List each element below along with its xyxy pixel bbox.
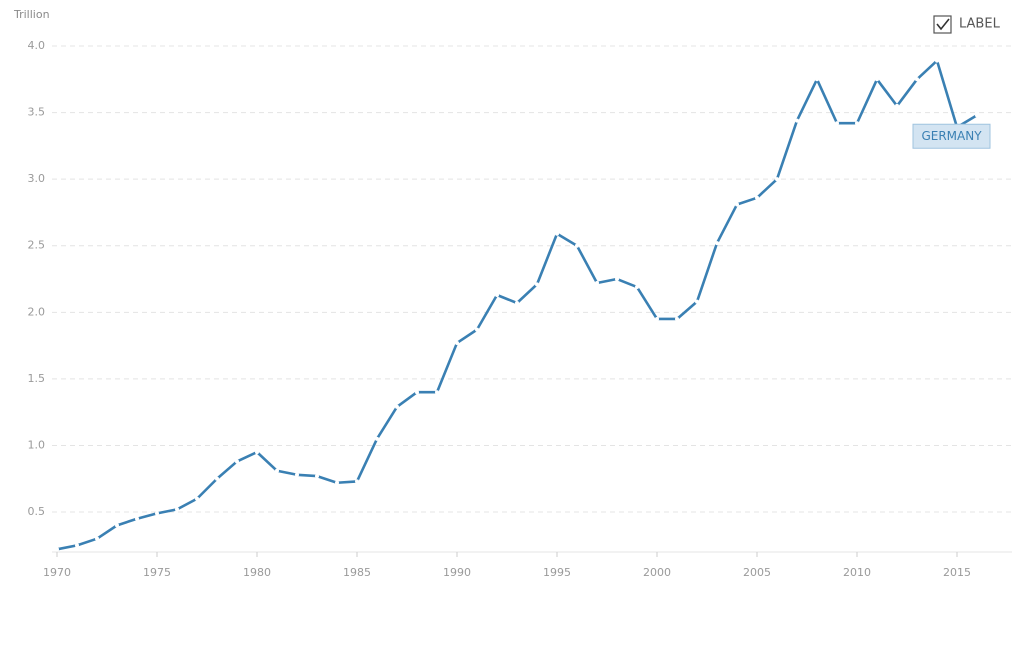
x-tick-label: 1980: [243, 566, 271, 579]
data-point: [115, 523, 119, 528]
data-point: [595, 281, 599, 286]
data-point: [375, 436, 379, 441]
data-point: [795, 118, 799, 123]
y-tick-label: 3.5: [28, 106, 46, 119]
data-point: [355, 479, 359, 484]
x-tick-label: 1970: [43, 566, 71, 579]
data-point: [395, 404, 399, 409]
x-tick-label: 2015: [943, 566, 971, 579]
data-point: [875, 77, 879, 82]
data-point: [535, 282, 539, 287]
series-label: GERMANY: [921, 129, 982, 143]
check-mark: [936, 18, 950, 31]
x-tick-label: 2000: [643, 566, 671, 579]
data-point: [815, 77, 819, 82]
data-point: [255, 450, 259, 455]
data-point: [195, 496, 199, 501]
data-point: [715, 241, 719, 246]
data-point: [895, 103, 899, 108]
y-tick-label: 2.5: [28, 239, 46, 252]
y-unit: Trillion: [13, 8, 50, 21]
y-tick-label: 0.5: [28, 505, 46, 518]
y-tick-label: 2.0: [28, 305, 46, 318]
y-tick-label: 1.5: [28, 372, 46, 385]
data-point: [335, 480, 339, 485]
data-point: [615, 277, 619, 282]
data-point: [435, 390, 439, 395]
data-point: [735, 202, 739, 207]
data-point: [775, 177, 779, 182]
toggle-label[interactable]: LABEL: [959, 17, 1001, 32]
data-point: [655, 316, 659, 321]
data-point: [135, 516, 139, 521]
data-point: [935, 58, 939, 63]
data-point: [275, 468, 279, 473]
label-toggle[interactable]: LABEL: [933, 15, 1001, 34]
data-point: [415, 390, 419, 395]
x-tick-label: 1985: [343, 566, 371, 579]
x-tick-label: 1995: [543, 566, 571, 579]
data-point: [495, 293, 499, 298]
data-point: [455, 340, 459, 345]
x-tick-label: 1990: [443, 566, 471, 579]
data-point: [635, 285, 639, 290]
y-tick-label: 3.0: [28, 172, 46, 185]
data-point: [95, 536, 99, 541]
data-point: [575, 243, 579, 248]
data-point: [515, 300, 519, 305]
series-label-box: [912, 123, 991, 149]
data-point: [475, 327, 479, 332]
checkbox[interactable]: [933, 15, 952, 34]
data-point: [675, 316, 679, 321]
data-point: [555, 231, 559, 236]
x-tick-label: 2010: [843, 566, 871, 579]
x-tick-label: 1975: [143, 566, 171, 579]
data-point: [915, 77, 919, 82]
data-point: [695, 299, 699, 304]
x-tick-label: 2005: [743, 566, 771, 579]
y-tick-label: 4.0: [28, 39, 46, 52]
data-point: [155, 511, 159, 516]
data-point: [855, 121, 859, 126]
data-point: [75, 543, 79, 548]
data-point: [315, 474, 319, 479]
data-point: [55, 547, 59, 552]
data-point: [175, 507, 179, 512]
data-point: [975, 113, 979, 118]
data-point: [235, 459, 239, 464]
data-point: [295, 472, 299, 477]
y-tick-label: 1.0: [28, 438, 46, 451]
data-point: [835, 121, 839, 126]
data-point: [215, 476, 219, 481]
data-point: [755, 195, 759, 200]
